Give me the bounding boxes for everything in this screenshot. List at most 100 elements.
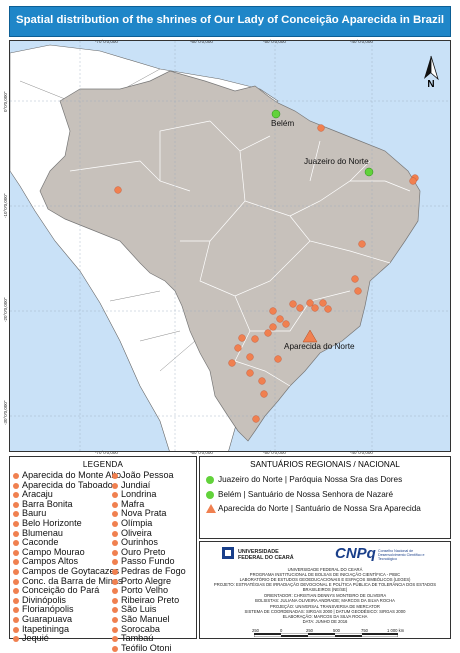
coord-bottom-3: -50°0'0,000" <box>263 450 288 455</box>
shrine-point[interactable] <box>246 369 254 377</box>
orange-dot-icon <box>13 559 19 566</box>
orange-dot-icon <box>112 636 118 643</box>
legend-item: Barra Bonita <box>13 499 123 510</box>
legend-item: Ouro Preto <box>112 547 186 558</box>
green-circle-icon <box>206 491 214 499</box>
shrine-point[interactable] <box>276 315 284 323</box>
orange-dot-icon <box>112 559 118 566</box>
orange-dot-icon <box>13 588 19 595</box>
scale-label: 250 <box>252 628 259 633</box>
shrine-point[interactable] <box>358 240 366 248</box>
shrine-point[interactable] <box>409 177 417 185</box>
shrine-point[interactable] <box>252 415 260 423</box>
scale-label: 750 <box>361 628 368 633</box>
shrine-point[interactable] <box>311 304 319 312</box>
legend-item: Oliveira <box>112 528 186 539</box>
shrine-point[interactable] <box>306 299 314 307</box>
title-bar: Spatial distribution of the shrines of O… <box>9 6 451 37</box>
regional-item-juazeiro: Juazeiro do Norte | Paróquia Nossa Sra d… <box>206 475 402 484</box>
shrine-point[interactable] <box>238 334 246 342</box>
label-belem: Belém <box>271 119 295 128</box>
regional-item-aparecida: Aparecida do Norte | Santuário de Nossa … <box>206 504 421 513</box>
regional-shrine-juazeiro[interactable] <box>364 167 374 177</box>
shrine-point[interactable] <box>269 323 277 331</box>
shrine-point[interactable] <box>282 320 290 328</box>
shrine-points <box>114 124 419 423</box>
legend-item: São Luis <box>112 605 186 615</box>
orange-dot-icon <box>13 473 19 479</box>
legend-item: Divinópolis <box>13 595 123 606</box>
shrine-point[interactable] <box>289 300 297 308</box>
label-aparecida: Aparecida do Norte <box>284 342 355 351</box>
credit-line: BRASILEIROS (NE/SE) <box>302 587 348 592</box>
orange-dot-icon <box>13 578 19 585</box>
orange-dot-icon <box>13 616 19 623</box>
orange-dot-icon <box>112 492 118 499</box>
label-juazeiro: Juazeiro do Norte <box>304 157 369 166</box>
credit-line: PROGRAMA INSTITUCIONAL DE BOLSAS DE INIC… <box>249 572 401 577</box>
legend-item: Ribeirao Preto <box>112 595 186 606</box>
shrine-point[interactable] <box>258 377 266 385</box>
shrine-point[interactable] <box>269 307 277 315</box>
orange-dot-icon <box>112 645 118 652</box>
legend-item: Blumenau <box>13 528 123 539</box>
orange-dot-icon <box>112 607 118 614</box>
credit-line: PROJETO: ESTRATÉGIAS DE IRRADIAÇÃO DEVOC… <box>213 582 437 587</box>
brazil-state-borders <box>69 120 411 387</box>
shrine-point[interactable] <box>319 299 327 307</box>
scale-label: 250 <box>306 628 313 633</box>
shrine-point[interactable] <box>251 335 259 343</box>
ufc-logo-icon <box>222 547 234 559</box>
orange-triangle-icon <box>206 504 216 513</box>
shrine-point[interactable] <box>317 124 325 132</box>
legend-item: Ourinhos <box>112 537 186 548</box>
legend-item: Campos de Goytacazes <box>13 566 123 577</box>
shrine-point[interactable] <box>274 355 282 363</box>
orange-dot-icon <box>13 636 19 643</box>
coord-bottom-4: -40°0'0,000" <box>350 450 375 455</box>
ufc-name: UNIVERSIDADE FEDERAL DO CEARÁ <box>238 549 294 561</box>
map-frame <box>9 40 451 452</box>
coord-left-4: -30°0'0,000" <box>3 400 8 425</box>
credit-line: ELABORAÇÃO: MARCOS DA SILVA ROCHA <box>282 614 368 619</box>
scale-label: 0 <box>280 628 283 633</box>
shrine-point[interactable] <box>354 287 362 295</box>
legend-item: Itapetininga <box>13 624 123 635</box>
legend-item: Pedras de Fogo <box>112 566 186 577</box>
legend-item: Londrina <box>112 489 186 500</box>
orange-dot-icon <box>13 501 19 508</box>
credit-line: BOLSISTAS: JULIANA OLIVEIRA ANDRADE; MAR… <box>255 598 395 603</box>
coord-left-3: -20°0'0,000" <box>3 297 8 322</box>
national-shrine-aparecida[interactable] <box>302 329 318 343</box>
shrine-point[interactable] <box>260 390 268 398</box>
orange-dot-icon <box>112 588 118 595</box>
green-circle-icon <box>206 476 214 484</box>
legend-column-1: Aparecida do Monte Alto Aparecida do Tabo… <box>13 470 123 644</box>
shrine-point[interactable] <box>296 304 304 312</box>
shrine-point[interactable] <box>246 353 254 361</box>
legend-item: Aparecida do Taboado <box>13 480 123 491</box>
orange-dot-icon <box>112 626 118 633</box>
orange-dot-icon <box>13 597 19 604</box>
shrine-point[interactable] <box>114 186 122 194</box>
legend-item: Teófilo Otoni <box>112 643 186 653</box>
shrine-point[interactable] <box>228 359 236 367</box>
cnpq-logo: CNPq <box>335 545 376 562</box>
orange-dot-icon <box>112 568 118 575</box>
north-label: N <box>427 79 435 90</box>
cnpq-subtitle: Conselho Nacional de Desenvolvimento Cie… <box>378 549 425 562</box>
coord-top-1: -70°0'0,000" <box>95 39 120 44</box>
credit-line: SISTEMA DE COORDENADAS: SIRGAS 2000 | DA… <box>244 609 406 614</box>
shrine-point[interactable] <box>351 275 359 283</box>
shrine-point[interactable] <box>324 305 332 313</box>
legend-item: Guarapuava <box>13 614 123 625</box>
scale-bar <box>254 633 398 637</box>
north-arrow-icon <box>424 55 439 81</box>
regional-shrine-belem[interactable] <box>271 109 281 119</box>
legend-item: Florianópolis <box>13 605 123 615</box>
orange-dot-icon <box>112 597 118 604</box>
legend-title: LEGENDA <box>82 460 124 469</box>
shrine-point[interactable] <box>234 344 242 352</box>
legend-item: Conc. da Barra de Minas <box>13 576 123 587</box>
shrine-point[interactable] <box>264 329 272 337</box>
